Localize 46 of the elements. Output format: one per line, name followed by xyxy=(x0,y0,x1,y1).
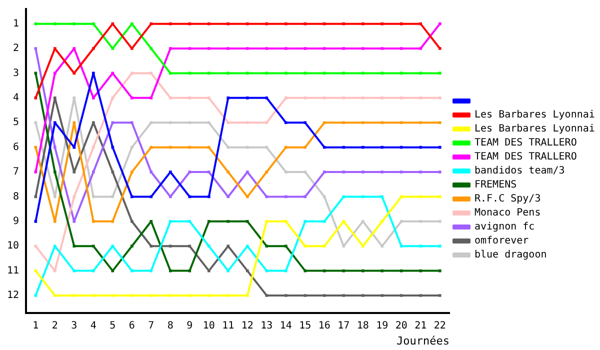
x-tick-label: 13 xyxy=(260,320,273,332)
legend-label: omforever xyxy=(474,236,529,247)
y-tick-label: 7 xyxy=(13,166,20,178)
legend-label: Les Barbares Lyonnai xyxy=(474,110,595,121)
y-tick-label: 8 xyxy=(13,191,20,202)
y-tick-label: 11 xyxy=(6,265,20,276)
y-tick-label: 6 xyxy=(13,142,20,153)
y-tick-label: 12 xyxy=(6,290,20,302)
x-tick-label: 14 xyxy=(280,320,292,332)
x-tick-label: 5 xyxy=(110,320,116,332)
legend-label: bandidos team/3 xyxy=(474,166,565,177)
x-tick-label: 21 xyxy=(414,320,427,332)
legend-label: avignon fc xyxy=(474,222,535,233)
x-tick-label: 18 xyxy=(356,320,369,332)
x-tick-label: 9 xyxy=(186,320,193,332)
y-tick-label: 5 xyxy=(13,117,20,128)
legend-label: Les Barbares Lyonnai xyxy=(474,124,595,135)
legend-label: Monaco Pens xyxy=(474,208,541,219)
x-axis-title: Journées xyxy=(396,334,450,348)
x-tick-label: 20 xyxy=(395,320,408,332)
x-tick-label: 19 xyxy=(376,320,388,332)
x-tick-label: 17 xyxy=(338,320,350,332)
x-tick-label: 11 xyxy=(222,320,234,332)
x-tick-label: 15 xyxy=(299,320,312,332)
x-tick-label: 22 xyxy=(434,320,446,332)
y-tick-label: 10 xyxy=(6,240,20,252)
y-tick-label: 9 xyxy=(13,216,20,228)
y-tick-label: 4 xyxy=(13,92,20,104)
legend-label: FREMENS xyxy=(474,180,517,191)
x-tick-label: 2 xyxy=(52,320,58,332)
legend-label: R.F.C Spy/3 xyxy=(474,194,541,205)
x-tick-label: 4 xyxy=(90,320,96,332)
x-tick-label: 10 xyxy=(202,320,215,332)
x-tick-label: 1 xyxy=(32,320,39,332)
y-tick-label: 2 xyxy=(13,43,20,54)
x-tick-label: 16 xyxy=(318,320,330,332)
x-tick-label: 3 xyxy=(71,320,78,332)
legend-label: TEAM DES TRALLERO xyxy=(474,138,577,149)
y-tick-label: 1 xyxy=(13,18,20,30)
y-tick-label: 3 xyxy=(13,68,20,79)
x-tick-label: 8 xyxy=(167,320,174,332)
x-tick-label: 6 xyxy=(128,320,135,332)
x-tick-label: 12 xyxy=(241,320,254,332)
legend-label: TEAM DES TRALLERO xyxy=(474,152,577,163)
x-tick-label: 7 xyxy=(148,320,154,332)
legend-label: blue dragoon xyxy=(474,250,547,261)
